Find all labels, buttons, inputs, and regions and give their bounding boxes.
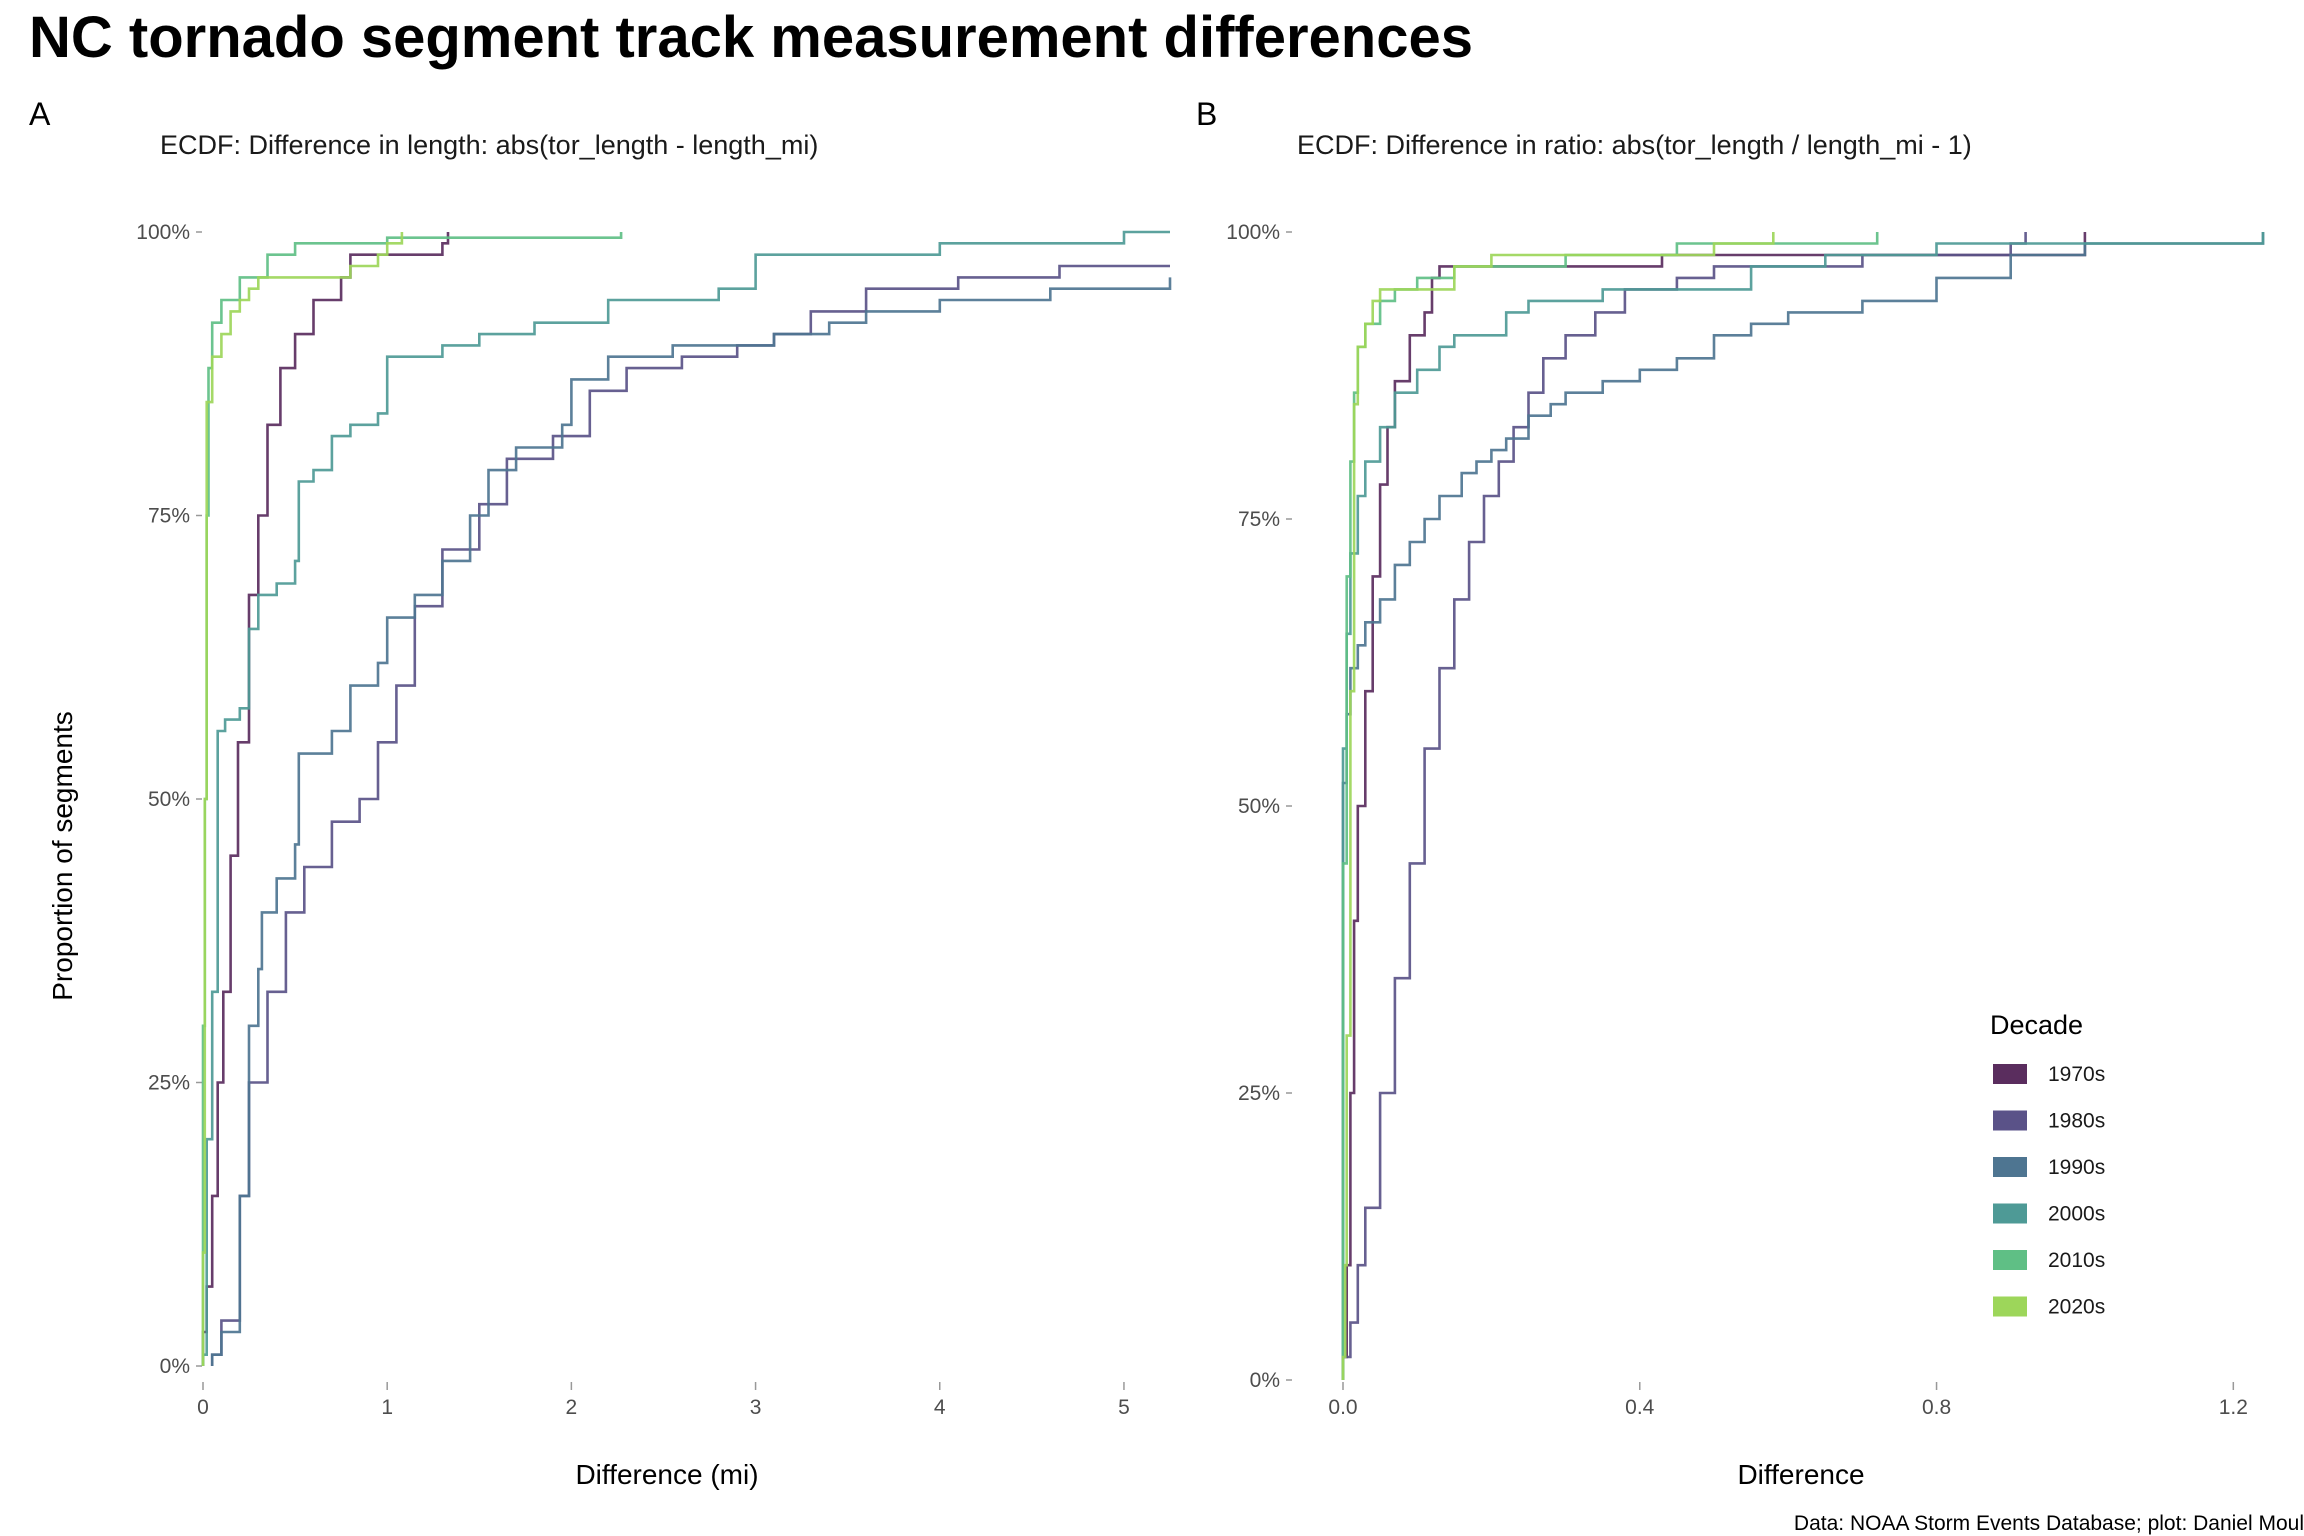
x-tick-label: 1 xyxy=(381,1396,393,1419)
caption: Data: NOAA Storm Events Database; plot: … xyxy=(1793,1512,2304,1535)
panel-b-x-axis-label: Difference xyxy=(1737,1459,1864,1490)
series-line-1980s xyxy=(210,264,1170,1366)
panel-b-x-ticks: 0.0 0.4 0.8 1.2 xyxy=(1328,1382,2248,1419)
y-tick-label: 75% xyxy=(148,505,190,528)
panel-a-title: ECDF: Difference in length: abs(tor_leng… xyxy=(160,130,818,160)
panel-a-series xyxy=(201,230,1172,1366)
panel-b-series xyxy=(1341,232,2265,1380)
series-line-2000s xyxy=(1341,232,2265,1380)
legend-label-2000s: 2000s xyxy=(2048,1203,2105,1226)
series-line-2020s xyxy=(1341,232,1775,1380)
x-tick-label: 2 xyxy=(566,1396,578,1419)
panel-a-x-axis-label: Difference (mi) xyxy=(575,1459,758,1490)
y-tick-label: 25% xyxy=(148,1072,190,1095)
legend-swatch-2000s xyxy=(1993,1203,2027,1224)
x-tick-label: 0.0 xyxy=(1328,1396,1357,1419)
legend-swatch-2010s xyxy=(1993,1250,2027,1270)
panel-a-y-axis-label: Proportion of segments xyxy=(47,711,78,1001)
series-line-2020s xyxy=(201,232,404,1366)
series-line-1980s xyxy=(1341,232,2027,1380)
legend-label-2020s: 2020s xyxy=(2048,1296,2105,1319)
x-tick-label: 0.8 xyxy=(1922,1396,1951,1419)
series-line-1970s xyxy=(1341,232,2087,1380)
series-line-1990s xyxy=(1341,232,2265,1380)
panel-b: ECDF: Difference in ratio: abs(tor_lengt… xyxy=(1226,130,2265,1490)
y-tick-label: 50% xyxy=(1238,795,1280,818)
legend-swatch-1990s xyxy=(1993,1157,2027,1177)
y-tick-label: 25% xyxy=(1238,1082,1280,1105)
panel-a: ECDF: Difference in length: abs(tor_leng… xyxy=(47,130,1172,1490)
legend-label-1990s: 1990s xyxy=(2048,1156,2105,1179)
x-tick-label: 0.4 xyxy=(1625,1396,1655,1419)
legend-label-1970s: 1970s xyxy=(2048,1063,2105,1086)
chart-title: NC tornado segment track measurement dif… xyxy=(29,5,1473,70)
y-tick-label: 100% xyxy=(1226,221,1280,244)
legend-swatch-1970s xyxy=(1993,1064,2027,1084)
legend: Decade 1970s 1980s 1990s 2000s 2010s 2020s xyxy=(1990,1010,2105,1319)
legend-label-1980s: 1980s xyxy=(2048,1110,2105,1133)
legend-title: Decade xyxy=(1990,1010,2083,1040)
panel-tag-a: A xyxy=(29,96,51,132)
x-tick-label: 0 xyxy=(197,1396,209,1419)
panel-a-y-ticks: 0% 25% 50% 75% 100% xyxy=(136,221,202,1378)
panel-b-title: ECDF: Difference in ratio: abs(tor_lengt… xyxy=(1297,130,1972,160)
x-tick-label: 5 xyxy=(1118,1396,1130,1419)
y-tick-label: 75% xyxy=(1238,508,1280,531)
legend-swatch-1980s xyxy=(1993,1110,2027,1131)
series-line-2000s xyxy=(201,230,1170,1366)
x-tick-label: 4 xyxy=(934,1396,946,1419)
x-tick-label: 3 xyxy=(750,1396,762,1419)
y-tick-label: 0% xyxy=(1250,1369,1280,1392)
series-line-2010s xyxy=(1341,232,1879,1380)
series-line-1990s xyxy=(210,277,1172,1366)
legend-swatch-2020s xyxy=(1993,1296,2027,1317)
panel-a-x-ticks: 0 1 2 3 4 5 xyxy=(197,1382,1130,1419)
panel-tag-b: B xyxy=(1196,96,1218,132)
panel-b-y-ticks: 0% 25% 50% 75% 100% xyxy=(1226,221,1292,1392)
y-tick-label: 100% xyxy=(136,221,190,244)
x-tick-label: 1.2 xyxy=(2219,1396,2248,1419)
y-tick-label: 0% xyxy=(160,1355,190,1378)
series-line-2010s xyxy=(201,232,623,1366)
y-tick-label: 50% xyxy=(148,788,190,811)
legend-label-2010s: 2010s xyxy=(2048,1249,2105,1272)
